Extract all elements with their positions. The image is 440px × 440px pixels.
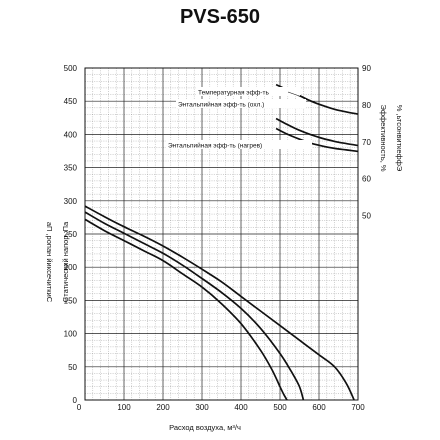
y-axis-label-right-mirrored: % ,ьтсонвиткеффЭ (395, 105, 404, 172)
y-tick-label-0: 0 (73, 396, 78, 405)
x-axis-label: Расход воздуха, м³/ч (169, 423, 241, 432)
annotation-temperature: Температурная эфф-ть (196, 87, 306, 99)
curves-layer (84, 83, 359, 401)
grid (84, 67, 359, 401)
efficiency-curve-3 (275, 127, 359, 153)
x-tick-label-0: 0 (77, 403, 82, 412)
y-right-tick-label-60: 60 (362, 175, 371, 184)
y-right-tick-label-90: 90 (362, 64, 371, 73)
y-tick-label-250: 250 (64, 230, 78, 239)
y-tick-label-450: 450 (64, 97, 78, 106)
y-tick-label-150: 150 (64, 296, 78, 305)
efficiency-curve-2 (275, 117, 359, 147)
pressure-curve-1 (84, 218, 288, 401)
y-right-tick-label-50: 50 (362, 212, 371, 221)
y-axis-label-left-mirrored: аП ,ропан йиксечиткиС (45, 222, 54, 303)
y-right-tick-label-70: 70 (362, 138, 371, 147)
y-tick-label-200: 200 (64, 263, 78, 272)
x-tick-label-100: 100 (117, 403, 131, 412)
y-right-tick-label-80: 80 (362, 101, 371, 110)
y-tick-label-50: 50 (68, 363, 77, 372)
y-tick-label-400: 400 (64, 130, 78, 139)
y-tick-label-350: 350 (64, 164, 78, 173)
y-tick-label-500: 500 (64, 64, 78, 73)
chart-title: PVS-650 (180, 6, 260, 28)
x-tick-label-300: 300 (195, 403, 209, 412)
annotation-temperature-text: Температурная эфф-ть (198, 90, 269, 97)
annotation-enthalpy-cooling-bg (176, 99, 306, 108)
annotation-enthalpy-heating-bg (166, 140, 312, 149)
x-tick-label-500: 500 (273, 403, 287, 412)
y-axis-label-left: Статический напор, Па (61, 221, 70, 302)
y-axis-label-right: Эффективность, % (379, 104, 388, 171)
annotation-enthalpy-cooling: Энтальпийная эфф-ть (охл.) (176, 99, 306, 109)
x-tick-label-400: 400 (234, 403, 248, 412)
x-tick-label-600: 600 (312, 403, 326, 412)
pressure-curve-3 (84, 205, 355, 401)
annotation-temperature-bg (196, 87, 300, 96)
annotation-temperature-leader (287, 91, 306, 99)
x-tick-label-700: 700 (351, 403, 365, 412)
annotation-enthalpy-cooling-text: Энтальпийная эфф-ть (охл.) (178, 101, 264, 109)
y-tick-label-300: 300 (64, 197, 78, 206)
y-tick-label-100: 100 (64, 330, 78, 339)
x-tick-label-200: 200 (156, 403, 170, 412)
annotation-enthalpy-heating: Энтальпийная эфф-ть (нагрев) (166, 140, 312, 150)
annotation-enthalpy-heating-text: Энтальпийная эфф-ть (нагрев) (168, 142, 262, 150)
pressure-curve-2 (84, 211, 305, 401)
plot-frame (84, 67, 359, 401)
ticks-layer: 0 100 200 300 400 500 600 700 0 50 100 150 200 250 300… (64, 64, 372, 412)
